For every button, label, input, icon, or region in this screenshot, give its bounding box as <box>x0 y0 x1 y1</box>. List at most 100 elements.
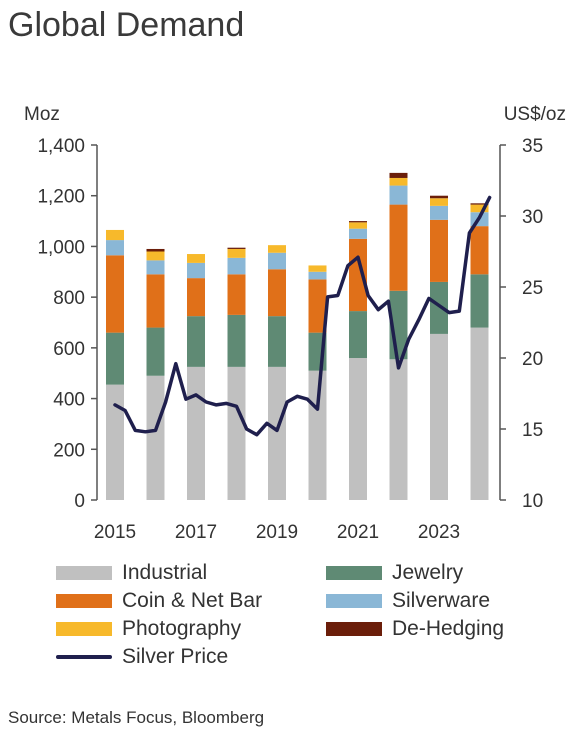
bar-industrial <box>470 327 489 500</box>
bar-coin <box>308 279 327 333</box>
left-tick-label: 600 <box>53 339 85 360</box>
bar-photography <box>146 251 165 261</box>
bar-dehedging <box>349 221 367 223</box>
left-tick-label: 0 <box>74 491 85 512</box>
legend-label: Photography <box>122 617 242 640</box>
bar-photography <box>308 265 327 272</box>
bar-silverware <box>227 257 246 275</box>
bar-silverware <box>389 185 408 205</box>
bar-dehedging <box>470 203 489 205</box>
bar-coin <box>187 278 205 317</box>
legend-item-silverware: Silverware <box>326 588 490 614</box>
source-note: Source: Metals Focus, Bloomberg <box>8 708 265 727</box>
legend-item-coin: Coin & Net Bar <box>56 588 262 614</box>
bar-silverware <box>187 262 205 279</box>
bar-industrial <box>187 366 205 500</box>
bar-jewelry <box>227 314 246 367</box>
bar-industrial <box>349 358 367 500</box>
tick-labels: 0 200 400 600 800 1,000 1,200 1,400 10 15 20 25 30 35… <box>24 104 566 543</box>
bar-coin <box>470 226 489 275</box>
left-tick-label: 1,200 <box>37 187 85 208</box>
bar-industrial <box>106 384 124 500</box>
right-tick-label: 35 <box>522 136 543 157</box>
legend-label: Silverware <box>392 589 491 612</box>
bar-coin <box>106 255 124 333</box>
bar-coin <box>268 269 286 317</box>
bar-industrial <box>227 366 246 500</box>
axes <box>91 144 506 501</box>
silver-price-line <box>113 195 492 437</box>
x-tick-label: 2017 <box>175 522 217 543</box>
bar-industrial <box>268 366 286 500</box>
right-tick-label: 25 <box>522 278 543 299</box>
bar-coin <box>349 238 367 312</box>
bar-coin <box>146 274 165 328</box>
bar-photography <box>227 248 246 258</box>
legend-swatch <box>326 622 382 636</box>
bar-jewelry <box>146 327 165 376</box>
legend-label: De-Hedging <box>392 617 505 640</box>
bar-dehedging <box>389 172 408 178</box>
bar-silverware <box>430 205 448 220</box>
price-line-group <box>113 195 492 437</box>
bar-dehedging <box>227 247 246 249</box>
bars-group <box>106 172 489 500</box>
bar-jewelry <box>106 332 124 385</box>
bar-silverware <box>268 252 286 270</box>
legend-swatch <box>326 594 382 608</box>
right-tick-label: 20 <box>522 349 543 370</box>
bar-jewelry <box>268 316 286 367</box>
bar-industrial <box>430 333 448 500</box>
legend-item-dehedging: De-Hedging <box>326 616 504 642</box>
legend-item-price: Silver Price <box>56 644 228 670</box>
bar-silverware <box>106 240 124 256</box>
bar-silverware <box>349 228 367 239</box>
bar-silverware <box>146 260 165 275</box>
left-tick-label: 400 <box>53 390 85 411</box>
chart-title: Global Demand <box>8 6 245 44</box>
bar-industrial <box>389 359 408 500</box>
bar-industrial <box>146 375 165 500</box>
bar-photography <box>430 198 448 206</box>
x-tick-label: 2023 <box>418 522 460 543</box>
bar-silverware <box>308 271 327 280</box>
bar-coin <box>227 274 246 315</box>
legend-label: Industrial <box>122 561 208 584</box>
legend-label: Jewelry <box>392 561 464 584</box>
left-tick-label: 1,000 <box>37 237 85 258</box>
bar-photography <box>106 229 124 241</box>
bar-dehedging <box>430 195 448 199</box>
left-axis-unit: Moz <box>24 104 60 125</box>
right-tick-label: 15 <box>522 420 543 441</box>
legend-swatch <box>326 566 382 580</box>
bar-photography <box>389 177 408 186</box>
legend-swatch <box>56 566 112 580</box>
left-tick-label: 800 <box>53 288 85 309</box>
legend-item-photography: Photography <box>56 616 241 642</box>
legend-swatch <box>56 622 112 636</box>
legend-swatch <box>56 594 112 608</box>
bar-coin <box>389 204 408 291</box>
bar-jewelry <box>349 311 367 358</box>
left-tick-label: 1,400 <box>37 136 85 157</box>
bar-photography <box>187 254 205 263</box>
left-tick-label: 200 <box>53 440 85 461</box>
x-tick-label: 2019 <box>256 522 298 543</box>
legend-item-industrial: Industrial <box>56 560 207 586</box>
bar-photography <box>470 204 489 213</box>
right-tick-label: 30 <box>522 207 543 228</box>
bar-dehedging <box>146 248 165 252</box>
bar-coin <box>430 219 448 282</box>
x-tick-label: 2015 <box>94 522 136 543</box>
legend-item-jewelry: Jewelry <box>326 560 463 586</box>
right-tick-label: 10 <box>522 491 543 512</box>
right-axis-unit: US$/oz <box>504 104 566 125</box>
x-tick-label: 2021 <box>337 522 379 543</box>
legend-swatch <box>56 655 112 659</box>
bar-photography <box>349 222 367 229</box>
bar-jewelry <box>187 316 205 367</box>
legend-label: Silver Price <box>122 645 229 668</box>
legend-label: Coin & Net Bar <box>122 589 263 612</box>
bar-jewelry <box>430 281 448 334</box>
bar-jewelry <box>470 274 489 328</box>
